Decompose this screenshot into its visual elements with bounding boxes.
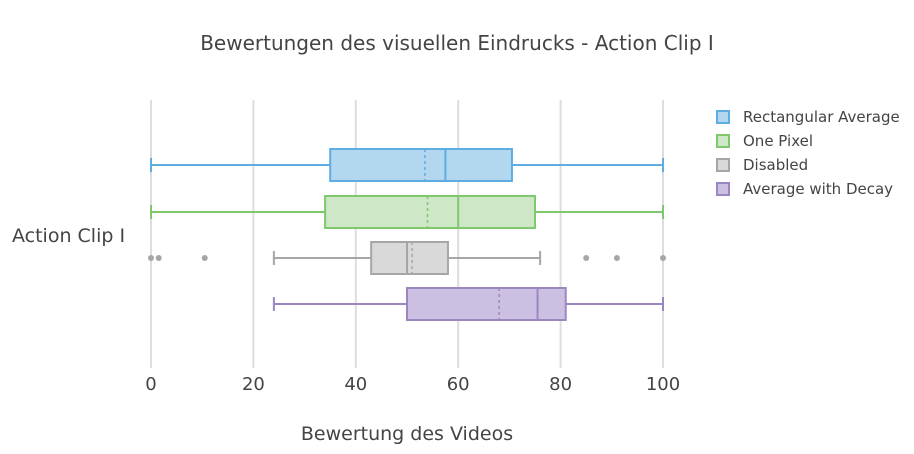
x-tick-label: 20 <box>242 374 265 395</box>
legend-label: Average with Decay <box>743 180 893 198</box>
legend-label: Rectangular Average <box>743 108 900 126</box>
x-tick-label: 80 <box>549 374 572 395</box>
legend-label: Disabled <box>743 156 808 174</box>
box-series-3 <box>272 287 664 321</box>
box-series-1 <box>150 195 664 229</box>
outlier-point <box>613 255 620 261</box>
x-axis-label: Bewertung des Videos <box>301 423 513 445</box>
box-iqr <box>329 148 513 182</box>
legend: Rectangular Average One Pixel Disabled Aver… <box>716 108 900 198</box>
box-iqr <box>324 195 536 229</box>
legend-swatch <box>716 134 730 148</box>
legend-item: Disabled <box>716 156 808 174</box>
x-tick-labels: 0 20 40 60 80 100 <box>145 374 680 395</box>
x-tick-label: 100 <box>646 374 680 395</box>
outlier-point <box>201 255 208 261</box>
legend-swatch <box>716 110 730 124</box>
legend-swatch <box>716 182 730 196</box>
outlier-point <box>660 255 666 261</box>
x-tick-label: 0 <box>145 374 156 395</box>
outlier-point <box>148 255 154 261</box>
legend-swatch <box>716 158 730 172</box>
box-series-2 <box>148 241 666 275</box>
outlier-point <box>583 255 590 261</box>
box-series <box>148 148 666 321</box>
outlier-point <box>155 255 162 261</box>
legend-item: Rectangular Average <box>716 108 900 126</box>
legend-label: One Pixel <box>743 132 813 150</box>
box-iqr <box>370 241 449 275</box>
x-tick-label: 40 <box>344 374 367 395</box>
box-series-0 <box>150 148 664 182</box>
x-tick-label: 60 <box>447 374 470 395</box>
grid-lines <box>150 100 664 368</box>
box-iqr <box>406 287 567 321</box>
chart-title: Bewertungen des visuellen Eindrucks - Ac… <box>200 31 714 55</box>
category-label: Action Clip I <box>12 225 125 247</box>
legend-item: One Pixel <box>716 132 813 150</box>
legend-item: Average with Decay <box>716 180 893 198</box>
